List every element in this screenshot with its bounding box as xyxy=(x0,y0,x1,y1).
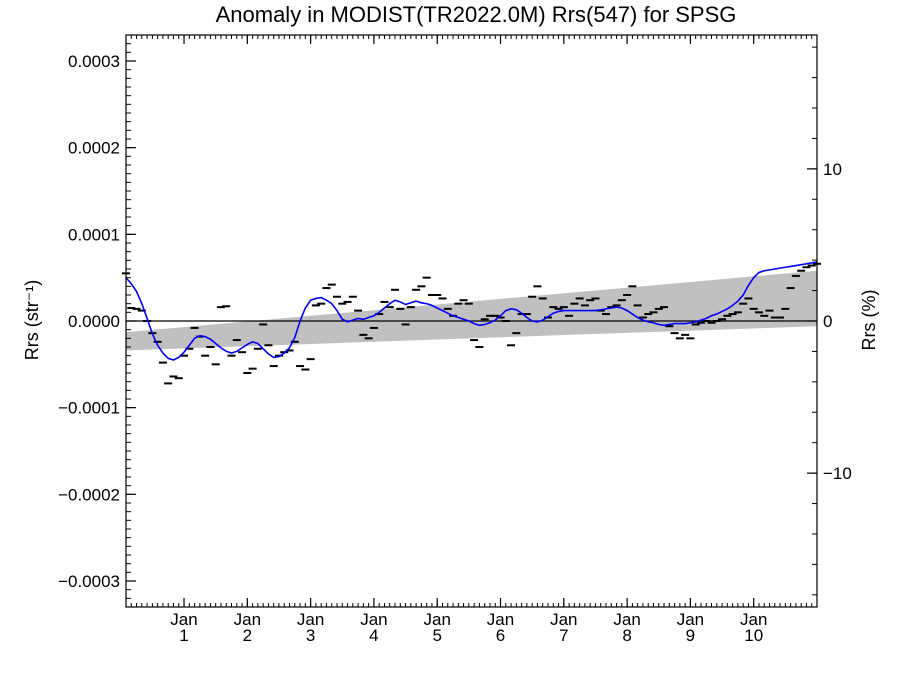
x-tick-label-month: Jan xyxy=(487,610,514,629)
x-tick-label-month: Jan xyxy=(550,610,577,629)
smoothed-line xyxy=(125,261,818,361)
x-tick-label-year: 8 xyxy=(622,626,631,645)
x-tick-label-year: 5 xyxy=(432,626,441,645)
left-tick-label: 0.0002 xyxy=(68,139,120,158)
x-tick-label-year: 3 xyxy=(306,626,315,645)
x-tick-label-year: 4 xyxy=(369,626,378,645)
monthly-points xyxy=(122,262,821,385)
x-tick-label-month: Jan xyxy=(424,610,451,629)
left-tick-label: −0.0003 xyxy=(58,572,120,591)
x-tick-label-year: 10 xyxy=(744,626,763,645)
x-tick-label-year: 1 xyxy=(179,626,188,645)
chart-title: Anomaly in MODIST(TR2022.0M) Rrs(547) fo… xyxy=(216,2,737,27)
x-tick-label-year: 9 xyxy=(686,626,695,645)
trend-band xyxy=(126,270,817,351)
right-y-axis-label: Rrs (%) xyxy=(859,290,879,351)
right-tick-label: 0 xyxy=(823,312,832,331)
right-tick-label: 10 xyxy=(823,160,842,179)
x-tick-label-month: Jan xyxy=(613,610,640,629)
left-tick-label: 0.0003 xyxy=(68,52,120,71)
left-tick-label: 0.0000 xyxy=(68,312,120,331)
right-y-axis: 10 0 −10 xyxy=(807,46,852,596)
left-tick-label: 0.0001 xyxy=(68,225,120,244)
plot-area xyxy=(122,261,821,385)
x-axis: Jan1Jan2Jan3Jan4Jan5Jan6Jan7Jan8Jan9Jan1… xyxy=(125,35,818,645)
left-tick-label: −0.0001 xyxy=(58,399,120,418)
x-tick-label-month: Jan xyxy=(297,610,324,629)
x-tick-label-year: 2 xyxy=(243,626,252,645)
left-tick-label: −0.0002 xyxy=(58,485,120,504)
x-tick-label-month: Jan xyxy=(170,610,197,629)
left-y-axis: 0.0003 0.0002 0.0001 0.0000 −0.0001 −0.0002 −0… xyxy=(58,43,136,608)
x-tick-label-month: Jan xyxy=(740,610,767,629)
left-y-axis-label: Rrs (str⁻¹) xyxy=(22,280,42,360)
x-tick-label-month: Jan xyxy=(677,610,704,629)
x-tick-label-month: Jan xyxy=(234,610,261,629)
x-tick-label-year: 6 xyxy=(496,626,505,645)
x-tick-label-year: 7 xyxy=(559,626,568,645)
right-tick-label: −10 xyxy=(823,464,852,483)
x-tick-label-month: Jan xyxy=(360,610,387,629)
